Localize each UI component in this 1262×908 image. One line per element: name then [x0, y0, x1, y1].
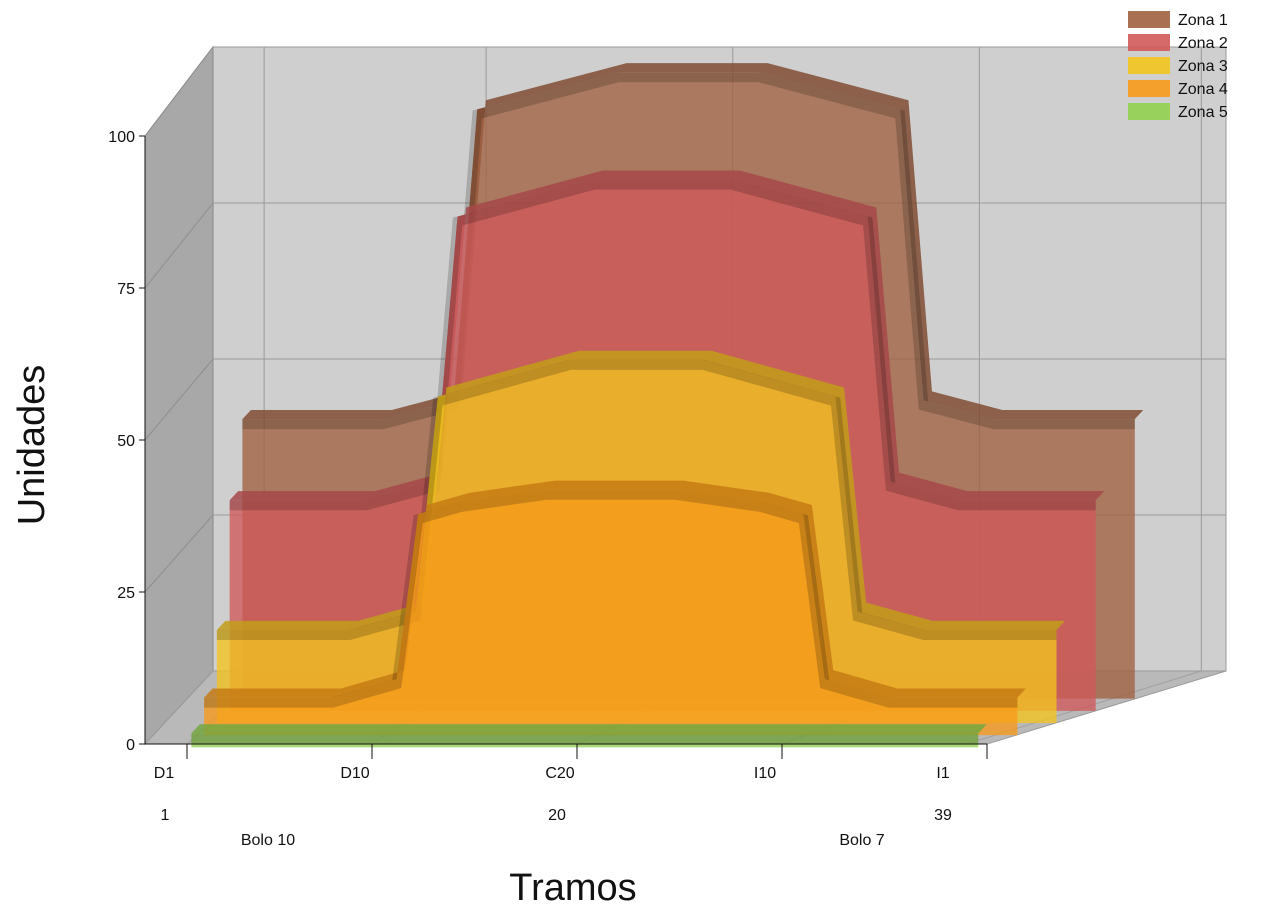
- series-edge: [229, 179, 1096, 511]
- legend: Zona 1 Zona 2 Zona 3 Zona 4 Zona 5: [1128, 11, 1228, 121]
- x-tick-label: I10: [754, 765, 776, 782]
- legend-label: Zona 1: [1178, 12, 1228, 29]
- series-area: [204, 489, 1018, 736]
- legend-swatch: [1128, 11, 1170, 28]
- annotation-label: Bolo 10: [241, 832, 295, 849]
- side-wall: [144, 45, 214, 746]
- legend-label: Zona 4: [1178, 81, 1228, 98]
- legend-label: Zona 5: [1178, 104, 1228, 121]
- series-edge: [204, 489, 1018, 708]
- series-top: [229, 170, 1105, 501]
- x-tick-label: C20: [545, 765, 574, 782]
- legend-swatch: [1128, 57, 1170, 74]
- gridline-side: [144, 202, 214, 289]
- legend-swatch: [1128, 103, 1170, 120]
- legend-label: Zona 3: [1178, 58, 1228, 75]
- y-tick-label: 0: [126, 737, 135, 754]
- x-tick-label: D1: [154, 765, 175, 782]
- x-number-label: 20: [548, 807, 566, 824]
- y-tick-label: 75: [117, 281, 135, 298]
- x-number-label: 1: [161, 807, 170, 824]
- y-tick-label: 25: [117, 585, 135, 602]
- annotation-label: Bolo 7: [839, 832, 884, 849]
- gridline-side: [144, 358, 214, 441]
- x-axis-title: Tramos: [509, 867, 636, 908]
- series-layer: [191, 63, 1144, 748]
- x-number-label: 39: [934, 807, 952, 824]
- gridline-side: [144, 514, 214, 593]
- series-top: [216, 350, 1066, 631]
- legend-label: Zona 2: [1178, 35, 1228, 52]
- x-tick-label: D10: [340, 765, 369, 782]
- axis-layer: 0 25 50 75 100 D1 D10 C20 I10 I1 1 20 39 Bolo 10 Bolo …: [108, 129, 988, 849]
- series-top: [204, 480, 1026, 698]
- y-tick-label: 100: [108, 129, 135, 146]
- series-top: [242, 63, 1144, 420]
- x-tick-label: I1: [936, 765, 949, 782]
- y-axis-title: Unidades: [11, 365, 53, 526]
- legend-swatch: [1128, 34, 1170, 51]
- legend-swatch: [1128, 80, 1170, 97]
- series-top: [191, 724, 987, 734]
- series-zona-4: [204, 480, 1026, 736]
- y-tick-label: 50: [117, 433, 135, 450]
- gridline-side: [144, 46, 214, 137]
